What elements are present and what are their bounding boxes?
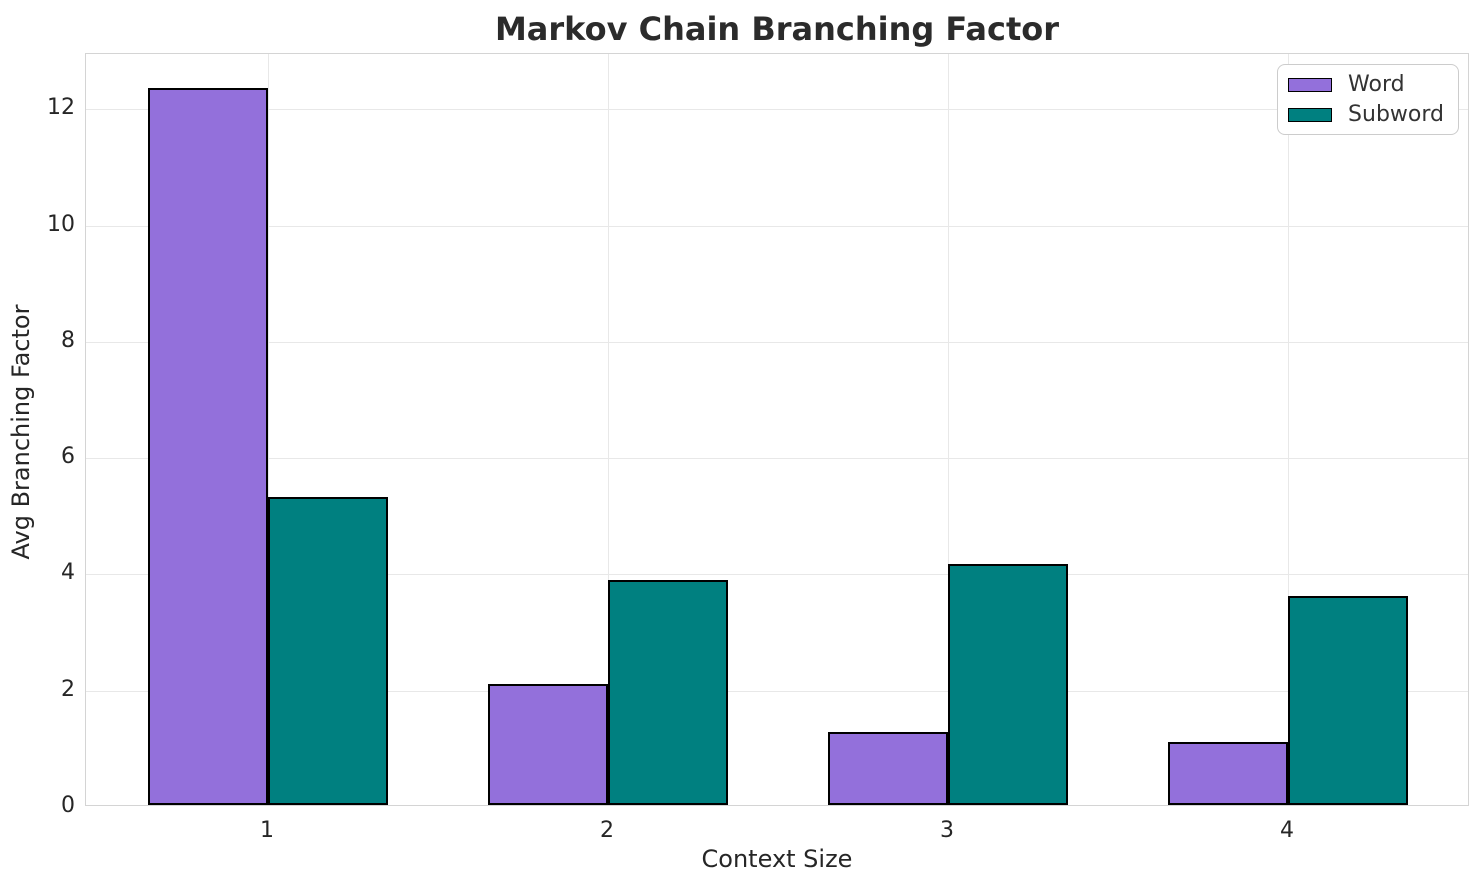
legend-label-word: Word bbox=[1348, 72, 1405, 97]
bar-subword-2 bbox=[608, 579, 728, 805]
legend-swatch-word bbox=[1288, 77, 1333, 92]
legend-entry-word: Word bbox=[1288, 72, 1444, 97]
y-tick-label: 10 bbox=[47, 211, 75, 237]
y-gridline bbox=[86, 109, 1468, 111]
plot-area: Word Subword bbox=[85, 53, 1469, 806]
y-gridline bbox=[86, 458, 1468, 460]
y-tick-label: 0 bbox=[61, 793, 75, 818]
x-gridline bbox=[1288, 54, 1289, 805]
bar-subword-3 bbox=[948, 563, 1068, 805]
x-gridline bbox=[608, 54, 609, 805]
x-tick-label: 1 bbox=[260, 818, 274, 843]
y-tick-label: 2 bbox=[61, 676, 75, 702]
y-gridline bbox=[86, 574, 1468, 576]
chart-title: Markov Chain Branching Factor bbox=[494, 10, 1060, 48]
x-tick-label: 4 bbox=[1280, 818, 1294, 843]
bar-subword-1 bbox=[268, 496, 388, 805]
x-axis-label: Context Size bbox=[701, 845, 853, 873]
bar-word-2 bbox=[488, 684, 608, 805]
y-tick-label: 6 bbox=[61, 444, 75, 470]
legend-label-subword: Subword bbox=[1348, 102, 1444, 127]
y-tick-label: 12 bbox=[47, 95, 75, 121]
bar-word-4 bbox=[1168, 742, 1288, 805]
y-tick-label: 8 bbox=[61, 327, 75, 353]
legend: Word Subword bbox=[1277, 64, 1459, 135]
bar-word-3 bbox=[828, 732, 948, 805]
legend-entry-subword: Subword bbox=[1288, 102, 1444, 127]
y-gridline bbox=[86, 341, 1468, 343]
legend-swatch-subword bbox=[1288, 107, 1333, 122]
y-tick-label: 4 bbox=[61, 560, 75, 586]
bar-word-1 bbox=[148, 88, 268, 805]
y-gridline bbox=[86, 690, 1468, 692]
x-gridline bbox=[268, 54, 269, 805]
x-gridline bbox=[948, 54, 949, 805]
y-gridline bbox=[86, 225, 1468, 227]
x-tick-label: 3 bbox=[940, 818, 954, 843]
bar-subword-4 bbox=[1288, 596, 1408, 805]
x-tick-label: 2 bbox=[600, 818, 614, 843]
